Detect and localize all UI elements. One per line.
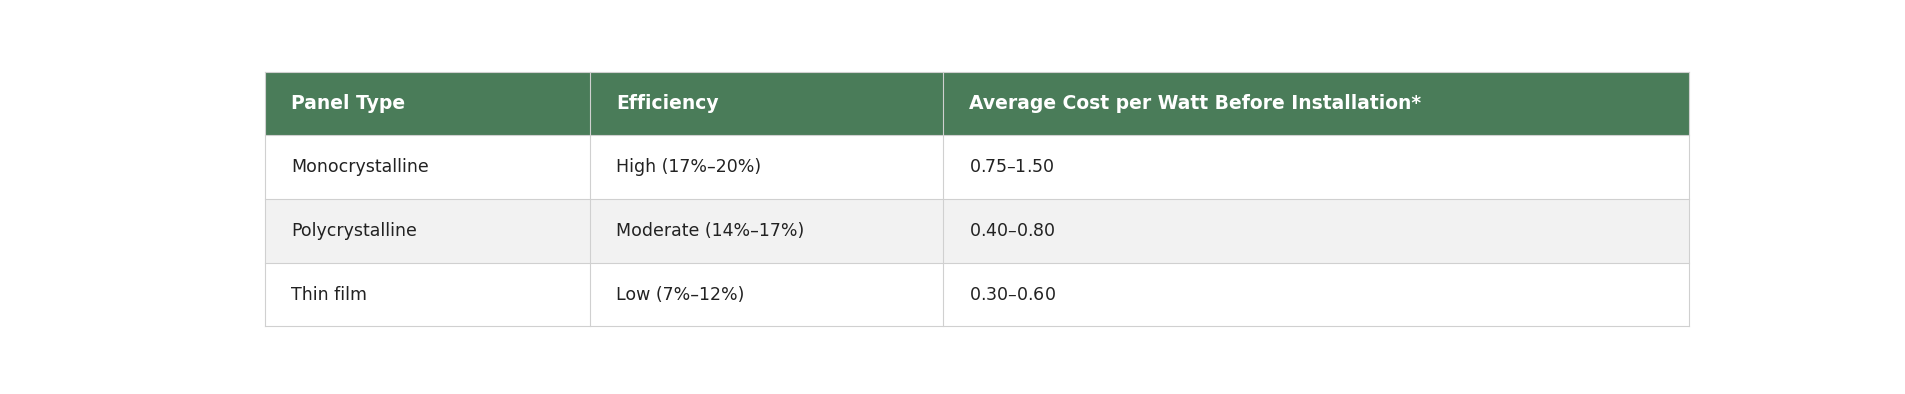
Text: $0.75–$1.50: $0.75–$1.50 [970,158,1053,176]
Bar [265,72,1688,135]
Text: Polycrystalline: Polycrystalline [291,222,417,240]
Bar [265,199,1688,263]
Text: High (17%–20%): High (17%–20%) [615,158,760,176]
Bar [265,263,1688,326]
Bar [265,135,1688,199]
Text: Efficiency: Efficiency [615,94,718,113]
Text: Average Cost per Watt Before Installation*: Average Cost per Watt Before Installatio… [970,94,1421,113]
Text: Monocrystalline: Monocrystalline [291,158,429,176]
Text: $0.30–$0.60: $0.30–$0.60 [970,286,1055,303]
Text: Low (7%–12%): Low (7%–12%) [615,286,745,303]
Text: $0.40–$0.80: $0.40–$0.80 [970,222,1055,240]
Text: Moderate (14%–17%): Moderate (14%–17%) [615,222,804,240]
Text: Thin film: Thin film [291,286,368,303]
Text: Panel Type: Panel Type [291,94,406,113]
